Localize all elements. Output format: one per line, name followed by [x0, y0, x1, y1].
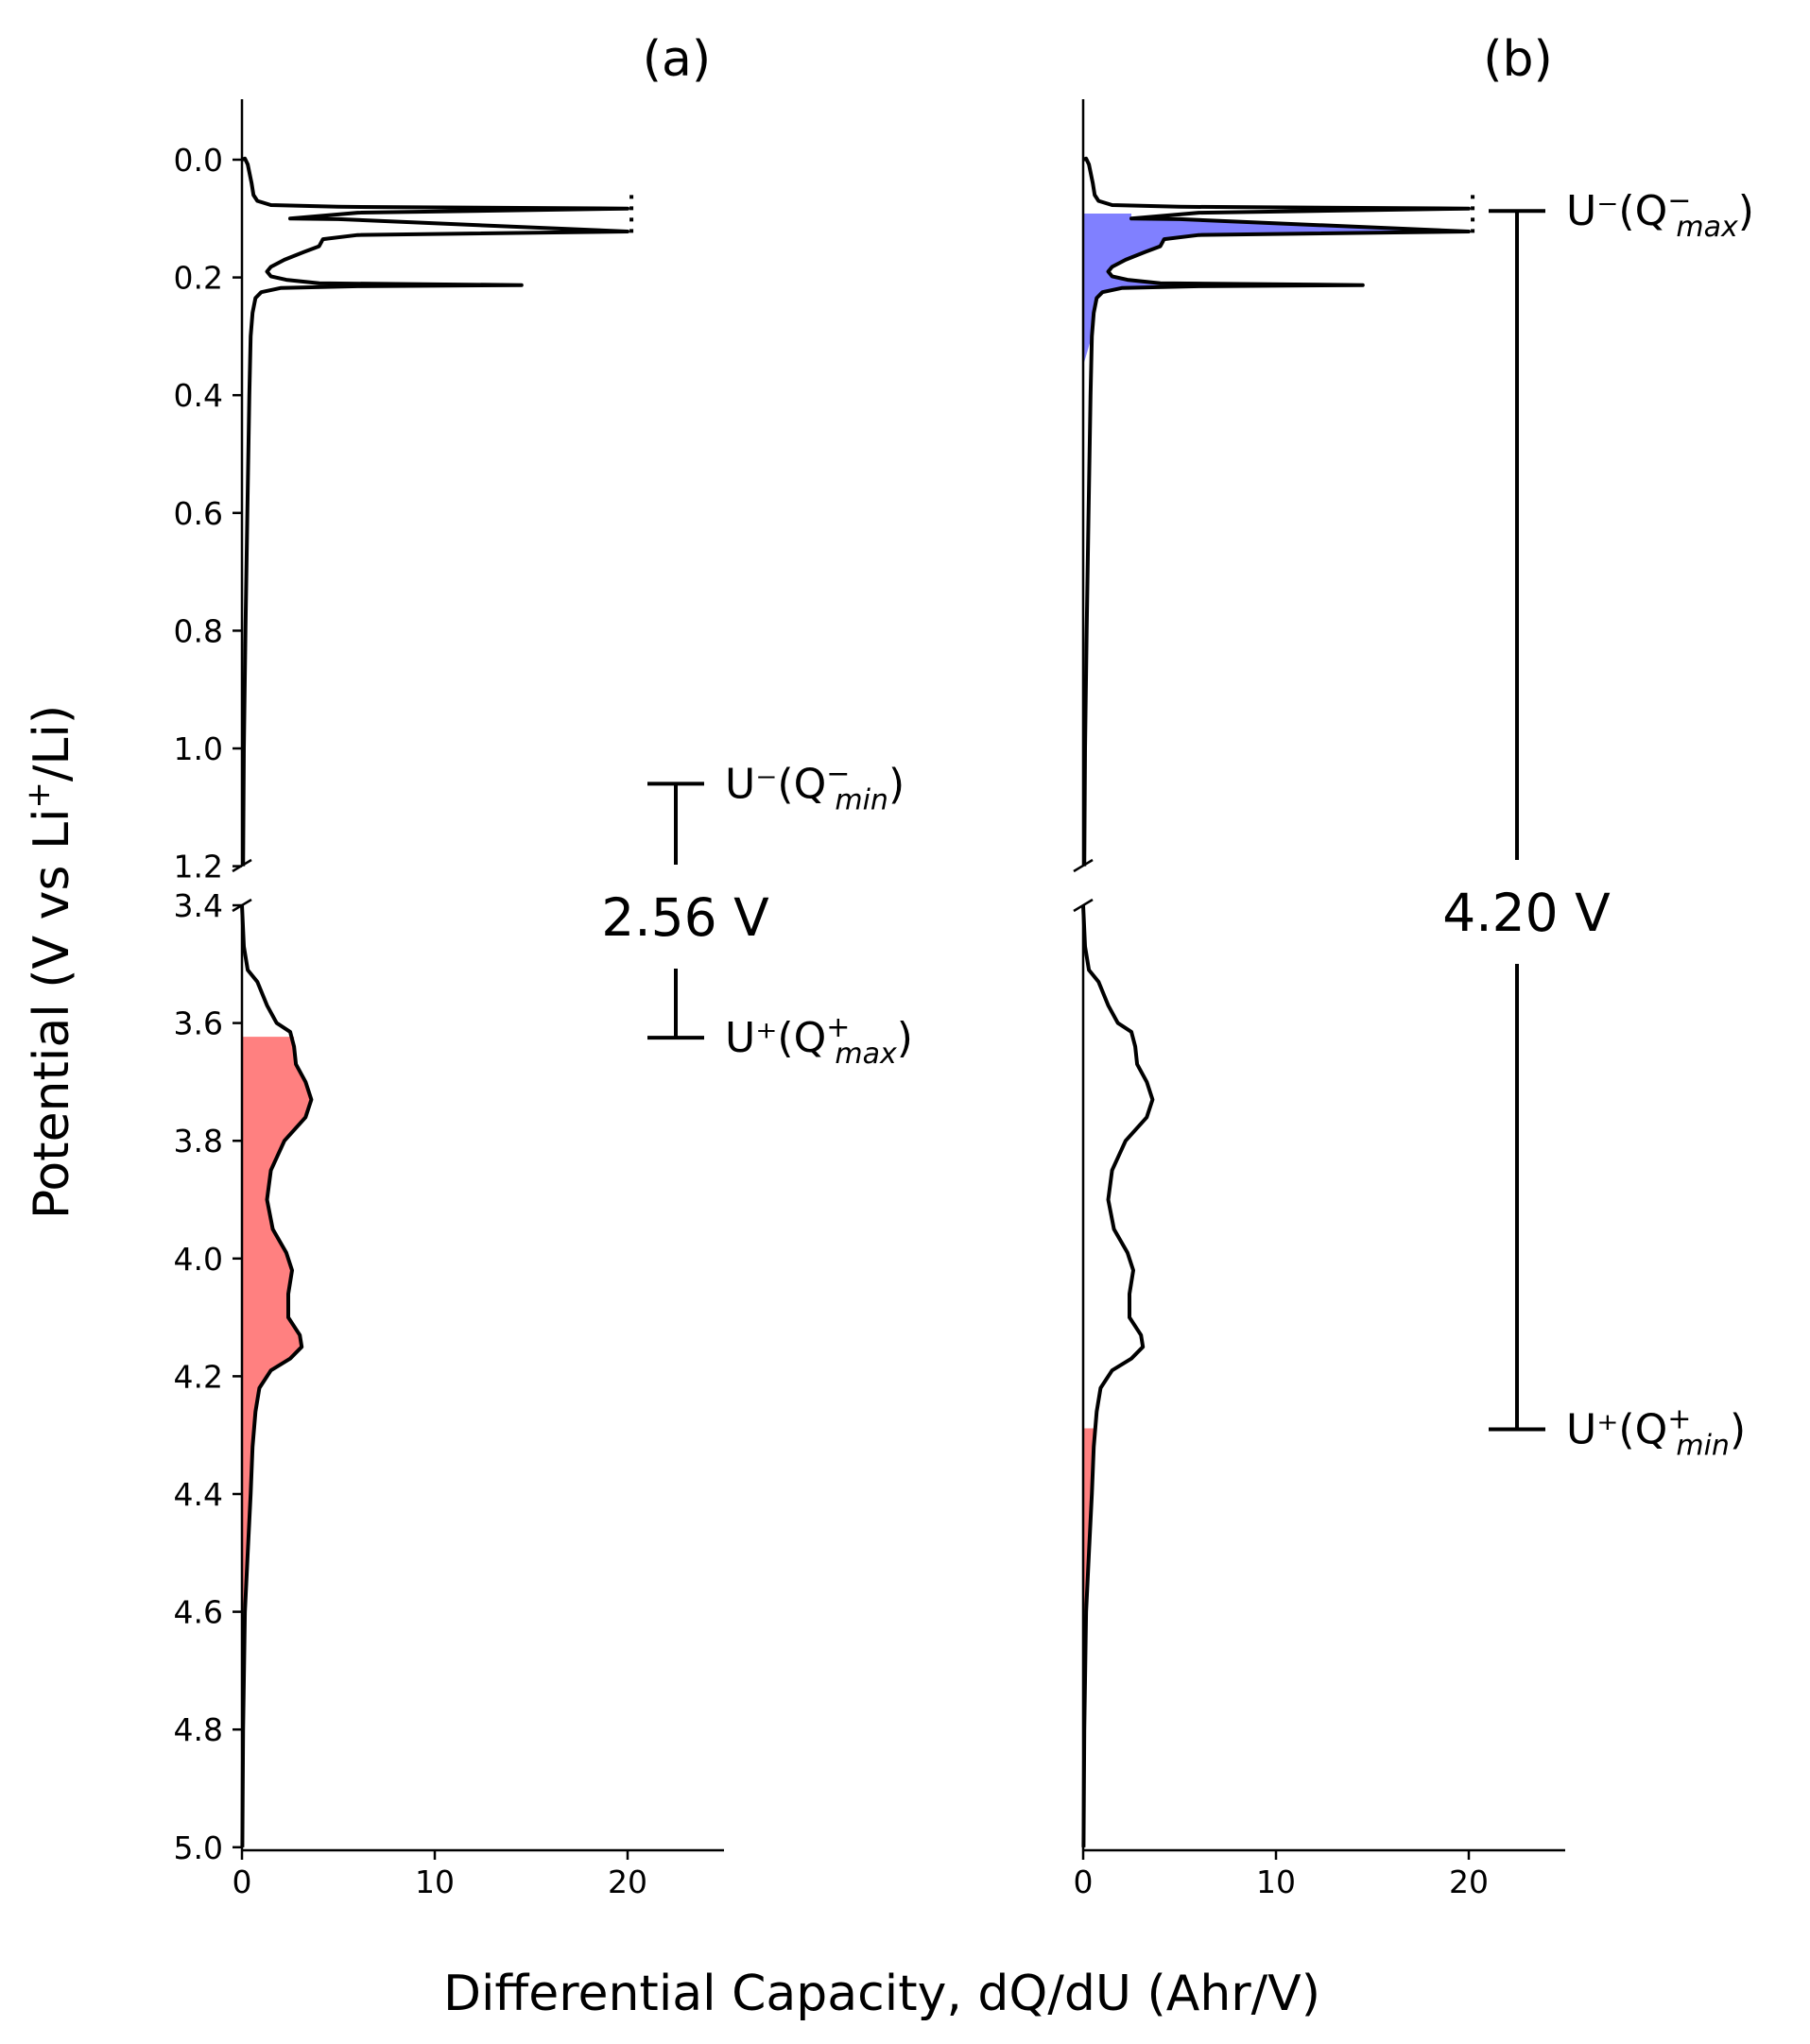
- y-tick-label-10: 4.0: [174, 1241, 223, 1278]
- u-label-upper-b-close: ): [1738, 187, 1754, 235]
- u-label-lower-b-main: U⁺(Q: [1566, 1405, 1667, 1453]
- u-label-upper-a-close: ): [888, 760, 905, 808]
- y-tick-label-8: 3.6: [174, 1005, 223, 1042]
- voltage-label-a: 2.56 V: [601, 887, 769, 948]
- u-label-upper-b-sub: max: [1676, 211, 1738, 244]
- y-tick-label-5: 1.0: [174, 730, 223, 767]
- series-line-a-0: [241, 156, 629, 867]
- u-label-lower-a-sub: max: [835, 1038, 897, 1071]
- y-tick-label-7: 3.4: [174, 887, 223, 924]
- y-tick-label-12: 4.4: [174, 1476, 223, 1513]
- u-label-upper-b-main: U⁻(Q: [1566, 187, 1667, 235]
- y-tick-label-11: 4.2: [174, 1358, 223, 1395]
- shaded-region-b-0: [1083, 214, 1469, 366]
- y-tick-label-3: 0.6: [174, 495, 223, 532]
- u-label-upper-a-main: U⁻(Q: [725, 760, 826, 808]
- u-label-upper-a-sup: −: [826, 757, 850, 790]
- u-label-lower-a-close: ): [897, 1014, 913, 1062]
- y-tick-label-2: 0.4: [174, 377, 223, 414]
- panel-title-b: (b): [1483, 31, 1553, 88]
- u-label-lower-b-sup: +: [1667, 1402, 1691, 1435]
- x-tick-label-b-0: 0: [1074, 1864, 1094, 1900]
- y-axis-title-prefix: Potential (V vs Li: [24, 809, 80, 1220]
- y-tick-label-4: 0.8: [174, 612, 223, 649]
- y-tick-label-14: 4.8: [174, 1711, 223, 1748]
- y-tick-label-13: 4.6: [174, 1594, 223, 1631]
- u-label-lower-b-close: ): [1730, 1405, 1746, 1453]
- u-label-upper-a: U⁻(Q− min): [725, 757, 905, 816]
- u-label-lower-a-main: U⁺(Q: [725, 1014, 826, 1062]
- u-label-lower-a-sup: +: [826, 1011, 850, 1044]
- y-tick-label-15: 5.0: [174, 1829, 223, 1866]
- panel-b: 0 10 20(b)4.20 VU⁻(Q− max)U⁺(Q+ min): [1073, 31, 1754, 1900]
- y-tick-label-9: 3.8: [174, 1123, 223, 1159]
- u-label-upper-b: U⁻(Q− max): [1566, 184, 1754, 244]
- series-line-a-1: [240, 904, 314, 1847]
- u-label-lower-b: U⁺(Q+ min): [1566, 1402, 1746, 1462]
- voltage-label-b: 4.20 V: [1442, 883, 1611, 943]
- u-label-upper-a-sub: min: [835, 783, 888, 816]
- y-tick-label-0: 0.0: [174, 142, 223, 179]
- series-line-b-1: [1081, 904, 1155, 1847]
- x-tick-label-a-2: 20: [608, 1864, 647, 1900]
- panel-a: 0 10 20 0.0 0.2 0.4 0.6 0.8 1.0 1.23.4 3.6 3.8 4.0 4.…: [174, 31, 913, 1900]
- shaded-region-a-0: [242, 1038, 312, 1612]
- y-axis-title-suffix: /Li): [24, 705, 80, 782]
- x-axis-title: Differential Capacity, dQ/dU (Ahr/V): [443, 1966, 1320, 2022]
- axis-break-top-b: [1073, 858, 1094, 873]
- x-tick-label-a-0: 0: [233, 1864, 252, 1900]
- y-axis-title-sup: +: [20, 782, 58, 809]
- u-label-lower-b-sub: min: [1676, 1429, 1730, 1462]
- y-axis-title: Potential (V vs Li+/Li): [20, 705, 80, 1219]
- axis-break-bottom-b: [1073, 898, 1094, 913]
- panel-title-a: (a): [643, 31, 711, 88]
- y-tick-label-6: 1.2: [174, 849, 223, 885]
- x-tick-label-a-1: 10: [415, 1864, 455, 1900]
- x-tick-label-b-1: 10: [1256, 1864, 1296, 1900]
- series-line-b-0: [1082, 156, 1471, 867]
- y-tick-label-1: 0.2: [174, 260, 223, 297]
- u-label-upper-b-sup: −: [1667, 184, 1691, 217]
- x-tick-label-b-2: 20: [1449, 1864, 1489, 1900]
- u-label-lower-a: U⁺(Q+ max): [725, 1011, 913, 1071]
